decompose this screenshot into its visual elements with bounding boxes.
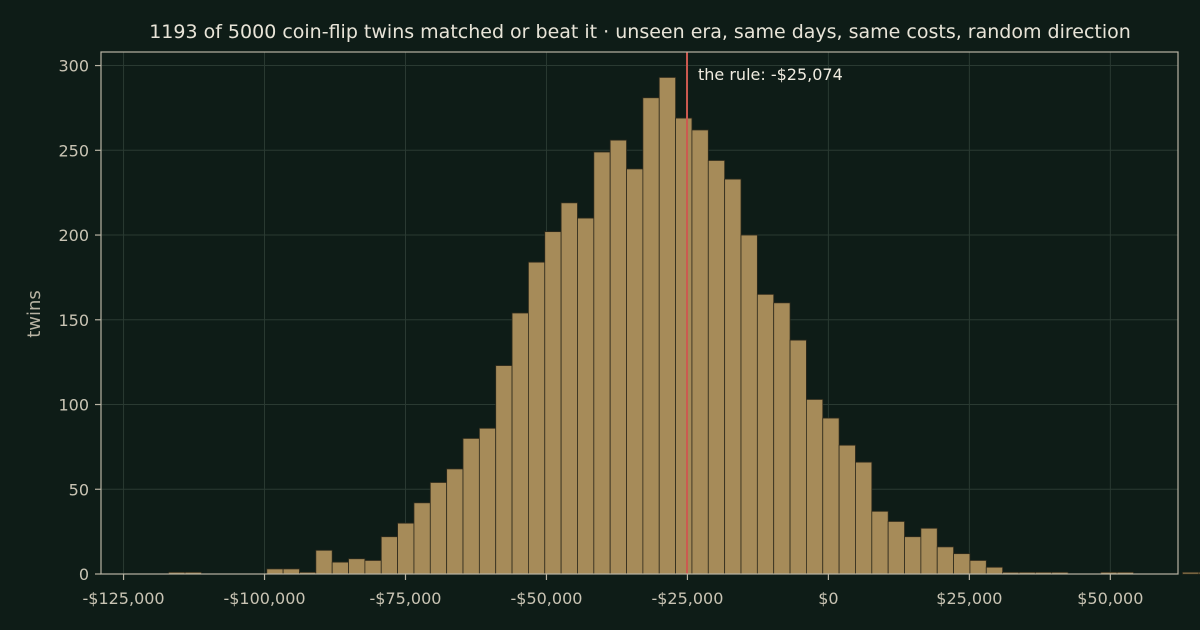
histogram-bar bbox=[331, 561, 349, 575]
histogram-bar bbox=[364, 560, 382, 575]
histogram-bar bbox=[642, 97, 660, 575]
x-tick-label: $25,000 bbox=[936, 589, 1002, 608]
chart-title: 1193 of 5000 coin-flip twins matched or … bbox=[149, 21, 1131, 43]
ticks-group: -$125,000 -$100,000 -$75,000 -$50,000 -$25,0… bbox=[58, 57, 1143, 608]
histogram-bar bbox=[871, 510, 889, 575]
histogram-bar bbox=[626, 168, 644, 575]
histogram-bar bbox=[855, 461, 873, 575]
histogram-bar bbox=[397, 522, 415, 575]
histogram-bar bbox=[904, 536, 922, 575]
y-tick-label: 50 bbox=[69, 480, 89, 499]
histogram-bar bbox=[1182, 571, 1200, 575]
histogram-bar bbox=[675, 117, 693, 575]
histogram-bar bbox=[478, 427, 497, 575]
histogram-bar bbox=[560, 202, 578, 575]
histogram-bar bbox=[413, 502, 431, 575]
histogram-bar bbox=[348, 558, 366, 575]
y-tick-label: 150 bbox=[58, 311, 89, 330]
histogram-bar bbox=[985, 566, 1004, 575]
y-tick-label: 100 bbox=[58, 396, 89, 415]
histogram-bar bbox=[936, 546, 954, 575]
histogram-bar bbox=[446, 468, 464, 575]
x-tick-label: -$75,000 bbox=[370, 589, 442, 608]
histogram-bar bbox=[282, 568, 300, 575]
y-tick-label: 250 bbox=[58, 141, 89, 160]
x-tick-label: -$125,000 bbox=[82, 589, 164, 608]
histogram-bar bbox=[887, 521, 905, 575]
histogram-bar bbox=[789, 339, 807, 575]
y-axis-label: twins bbox=[24, 290, 45, 338]
histogram-bar bbox=[740, 234, 758, 575]
x-tick-label: $0 bbox=[818, 589, 838, 608]
x-tick-label: -$50,000 bbox=[510, 589, 582, 608]
histogram-bar bbox=[953, 553, 971, 575]
histogram-bar bbox=[1198, 571, 1200, 575]
histogram-bar bbox=[658, 77, 676, 575]
histogram-bar bbox=[969, 560, 987, 575]
histogram-bar bbox=[773, 302, 791, 575]
x-tick-label: $50,000 bbox=[1077, 589, 1143, 608]
histogram-bar bbox=[724, 178, 742, 575]
histogram-bar bbox=[756, 293, 775, 575]
bars-group bbox=[168, 77, 1200, 575]
axes-group bbox=[100, 51, 1179, 575]
histogram-bar bbox=[495, 365, 513, 575]
histogram-bar bbox=[806, 399, 824, 575]
histogram-bar bbox=[707, 160, 726, 575]
reference-line-label: the rule: -$25,074 bbox=[698, 65, 843, 84]
histogram-bar bbox=[380, 536, 398, 575]
histogram-bar bbox=[920, 527, 938, 575]
histogram-bar bbox=[528, 261, 546, 575]
x-tick-label: -$100,000 bbox=[223, 589, 305, 608]
y-tick-label: 0 bbox=[79, 565, 89, 584]
plot-frame bbox=[100, 51, 1179, 575]
reference-line-group: the rule: -$25,074 bbox=[686, 52, 843, 574]
y-tick-label: 300 bbox=[58, 57, 89, 76]
histogram-bar bbox=[691, 129, 709, 575]
histogram-bar bbox=[315, 549, 333, 575]
y-tick-label: 200 bbox=[58, 226, 89, 245]
histogram-bar bbox=[544, 231, 562, 575]
histogram-bar bbox=[593, 151, 611, 575]
histogram-bar bbox=[511, 312, 529, 575]
histogram-bar bbox=[429, 482, 448, 575]
histogram-bar bbox=[266, 568, 284, 575]
x-tick-label: -$25,000 bbox=[651, 589, 723, 608]
histogram-bar bbox=[609, 139, 627, 575]
histogram-bar bbox=[838, 444, 856, 575]
histogram-bar bbox=[462, 438, 480, 575]
histogram-bar bbox=[822, 417, 840, 575]
histogram-bar bbox=[577, 217, 595, 575]
